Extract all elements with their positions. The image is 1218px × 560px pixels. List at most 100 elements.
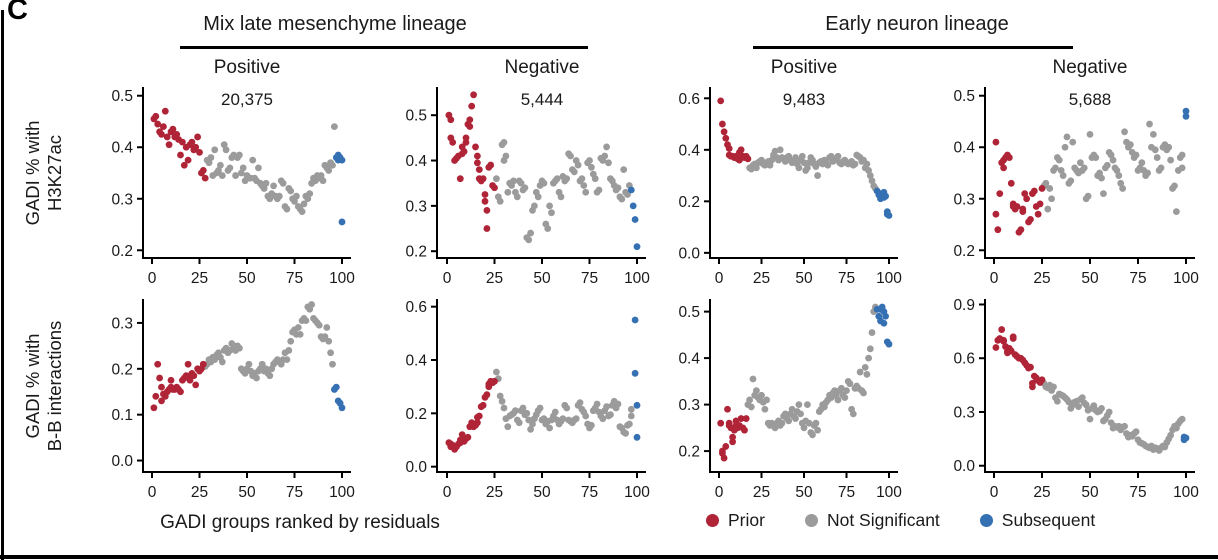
svg-text:0: 0 — [990, 484, 999, 501]
svg-text:0.3: 0.3 — [678, 397, 700, 414]
svg-text:0.3: 0.3 — [953, 404, 975, 421]
legend-item-prior: Prior — [706, 510, 765, 531]
group-header-early-neuron: Early neuron lineage — [825, 13, 1009, 35]
scatter-plot-4: 0.0 0.1 0.2 0.3 0 25 50 75 100 — [111, 299, 355, 501]
svg-text:0: 0 — [148, 484, 157, 501]
svg-text:0.4: 0.4 — [405, 353, 427, 370]
legend-label-subsequent: Subsequent — [1001, 510, 1096, 530]
svg-text:0.4: 0.4 — [405, 153, 427, 170]
svg-text:0.2: 0.2 — [953, 243, 975, 260]
svg-text:0.4: 0.4 — [953, 140, 975, 157]
scatter-plot-3: 0.2 0.3 0.4 0.5 0 25 50 75 100 — [953, 87, 1199, 287]
scatter-plot-7: 0.0 0.3 0.6 0.9 0 25 50 75 100 — [953, 297, 1199, 501]
y-axis-label-h3k27ac-line1: GADI % with — [21, 120, 43, 226]
svg-text:50: 50 — [1081, 484, 1099, 501]
svg-text:100: 100 — [624, 484, 650, 501]
column-count-negative-neuron: 5,688 — [1068, 90, 1112, 109]
svg-text:75: 75 — [1129, 484, 1146, 501]
svg-text:0.4: 0.4 — [111, 140, 133, 157]
svg-text:75: 75 — [286, 484, 303, 501]
svg-text:0: 0 — [443, 270, 452, 287]
y-axis-label-h3k27ac-line2: H3K27ac — [44, 134, 65, 212]
svg-text:0.5: 0.5 — [111, 88, 133, 105]
svg-text:50: 50 — [1081, 270, 1099, 287]
svg-text:0.5: 0.5 — [405, 108, 427, 125]
svg-text:75: 75 — [581, 484, 598, 501]
y-axis-label-h3k27ac: GADI % with H3K27ac — [22, 121, 66, 226]
svg-text:0: 0 — [148, 270, 157, 287]
legend-item-not-significant: Not Significant — [804, 510, 940, 531]
svg-text:100: 100 — [1173, 484, 1199, 501]
legend: Prior Not Significant Subsequent — [706, 510, 1095, 531]
prior-dot-icon — [706, 514, 719, 527]
svg-text:100: 100 — [1173, 270, 1199, 287]
column-title-positive-mix: Positive — [213, 57, 281, 78]
svg-text:75: 75 — [838, 270, 855, 287]
x-axis-label: GADI groups ranked by residuals — [160, 512, 440, 533]
svg-text:50: 50 — [533, 270, 551, 287]
svg-text:50: 50 — [533, 484, 551, 501]
svg-text:0.5: 0.5 — [678, 304, 700, 321]
legend-label-not-significant: Not Significant — [826, 510, 940, 530]
column-title-positive-neuron: Positive — [770, 57, 838, 78]
svg-text:0.0: 0.0 — [405, 459, 427, 476]
svg-text:100: 100 — [329, 270, 355, 287]
svg-text:0.4: 0.4 — [678, 351, 700, 368]
column-count-positive-mix: 20,375 — [221, 90, 273, 109]
svg-text:0.2: 0.2 — [678, 194, 700, 211]
panel-letter: C — [7, 0, 28, 26]
legend-item-subsequent: Subsequent — [979, 510, 1096, 531]
svg-text:0.6: 0.6 — [678, 91, 700, 108]
column-title-negative-mix: Negative — [504, 57, 580, 78]
svg-text:0.2: 0.2 — [405, 244, 427, 261]
svg-text:0.3: 0.3 — [405, 198, 427, 215]
svg-text:0.3: 0.3 — [111, 191, 133, 208]
svg-text:0: 0 — [715, 270, 724, 287]
svg-text:0.3: 0.3 — [953, 191, 975, 208]
svg-text:0.0: 0.0 — [111, 453, 133, 470]
group-header-mix-late-mesenchyme: Mix late mesenchyme lineage — [203, 13, 467, 35]
y-axis-label-bb-line2: B-B interactions — [44, 320, 65, 452]
svg-text:0.5: 0.5 — [953, 88, 975, 105]
subsequent-dot-icon — [979, 514, 993, 527]
y-axis-label-bb-interactions: GADI % with B-B interactions — [22, 321, 66, 452]
svg-text:25: 25 — [1033, 484, 1050, 501]
svg-text:25: 25 — [486, 484, 503, 501]
column-count-negative-mix: 5,444 — [520, 90, 564, 109]
svg-text:100: 100 — [329, 484, 355, 501]
svg-text:25: 25 — [753, 270, 770, 287]
figure-border-left — [1, 10, 4, 560]
svg-text:50: 50 — [795, 484, 813, 501]
svg-text:0.6: 0.6 — [405, 299, 427, 316]
column-title-negative-neuron: Negative — [1052, 57, 1128, 78]
svg-text:0.2: 0.2 — [678, 444, 700, 461]
svg-text:0.2: 0.2 — [405, 406, 427, 423]
svg-text:0.0: 0.0 — [953, 458, 975, 475]
svg-text:0.2: 0.2 — [111, 243, 133, 260]
group-header-rule-left — [180, 46, 588, 49]
svg-text:25: 25 — [191, 484, 208, 501]
svg-text:0.3: 0.3 — [111, 315, 133, 332]
svg-text:50: 50 — [238, 484, 256, 501]
svg-text:0: 0 — [443, 484, 452, 501]
scatter-plot-1: 0.2 0.3 0.4 0.5 0 25 50 75 100 — [405, 87, 650, 287]
scatter-plot-5: 0.0 0.2 0.4 0.6 0 25 50 75 100 — [405, 299, 650, 501]
svg-text:0.6: 0.6 — [953, 351, 975, 368]
svg-text:0.1: 0.1 — [111, 407, 133, 424]
scatter-plot-2: 0.0 0.2 0.4 0.6 0 25 50 75 100 — [678, 87, 902, 287]
svg-text:0.4: 0.4 — [678, 142, 700, 159]
svg-text:50: 50 — [238, 270, 256, 287]
svg-text:100: 100 — [876, 270, 902, 287]
svg-text:25: 25 — [753, 484, 770, 501]
svg-text:75: 75 — [581, 270, 598, 287]
svg-text:25: 25 — [191, 270, 208, 287]
svg-text:100: 100 — [876, 484, 902, 501]
figure-border-bottom — [0, 555, 1218, 559]
svg-text:0.0: 0.0 — [678, 245, 700, 262]
scatter-plot-6: 0.2 0.3 0.4 0.5 0 25 50 75 100 — [678, 299, 902, 501]
svg-text:0: 0 — [715, 484, 724, 501]
svg-text:0.9: 0.9 — [953, 297, 975, 314]
not-significant-dot-icon — [804, 514, 818, 527]
column-count-positive-neuron: 9,483 — [782, 90, 826, 109]
